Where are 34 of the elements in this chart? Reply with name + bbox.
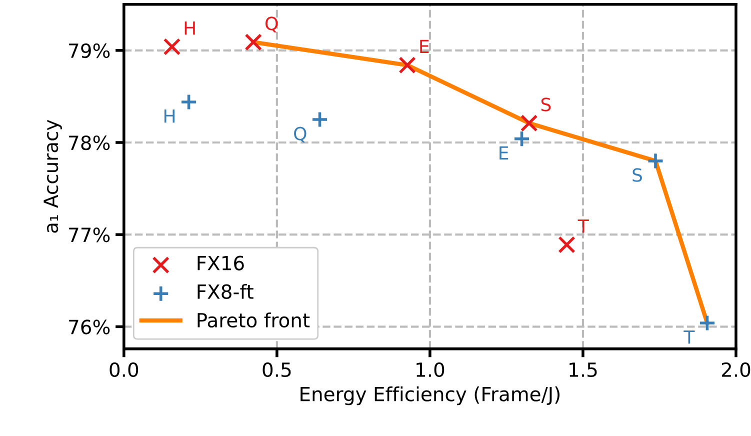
point [180,93,198,111]
data-label: E [420,40,429,54]
point [558,236,576,254]
data-label: H [184,21,195,35]
x-tick-label: 0.0 [110,362,138,378]
x-tick-label: 0.5 [262,362,291,378]
data-label: E [500,146,508,160]
data-label: S [632,168,642,182]
point [520,114,538,132]
x-tick-label: 1.5 [570,362,597,378]
legend-label: FX16 [198,256,244,270]
legend-label: FX8-ft [198,284,254,299]
y-axis-title: a₁ Accuracy [44,120,62,233]
y-tick-label: 79% [69,43,110,58]
x-tick-label: 2.0 [722,362,750,378]
point [163,38,181,56]
point [698,314,716,332]
data-label: Q [265,16,278,32]
y-tick-label: 77% [69,228,110,242]
x-axis-title: Energy Efficiency (Frame/J) [300,386,560,406]
data-label: H [164,109,175,123]
legend-label: Pareto front [198,312,310,328]
data-label: T [578,219,589,233]
point [646,152,664,170]
point [513,130,530,148]
point [311,110,328,128]
y-tick-label: 78% [69,135,110,150]
data-label: T [684,330,695,344]
y-tick-label: 76% [69,320,110,334]
point [244,33,262,51]
data-label: S [541,98,551,112]
point [398,56,416,74]
data-label: Q [294,126,306,142]
x-tick-label: 1.0 [416,362,444,378]
